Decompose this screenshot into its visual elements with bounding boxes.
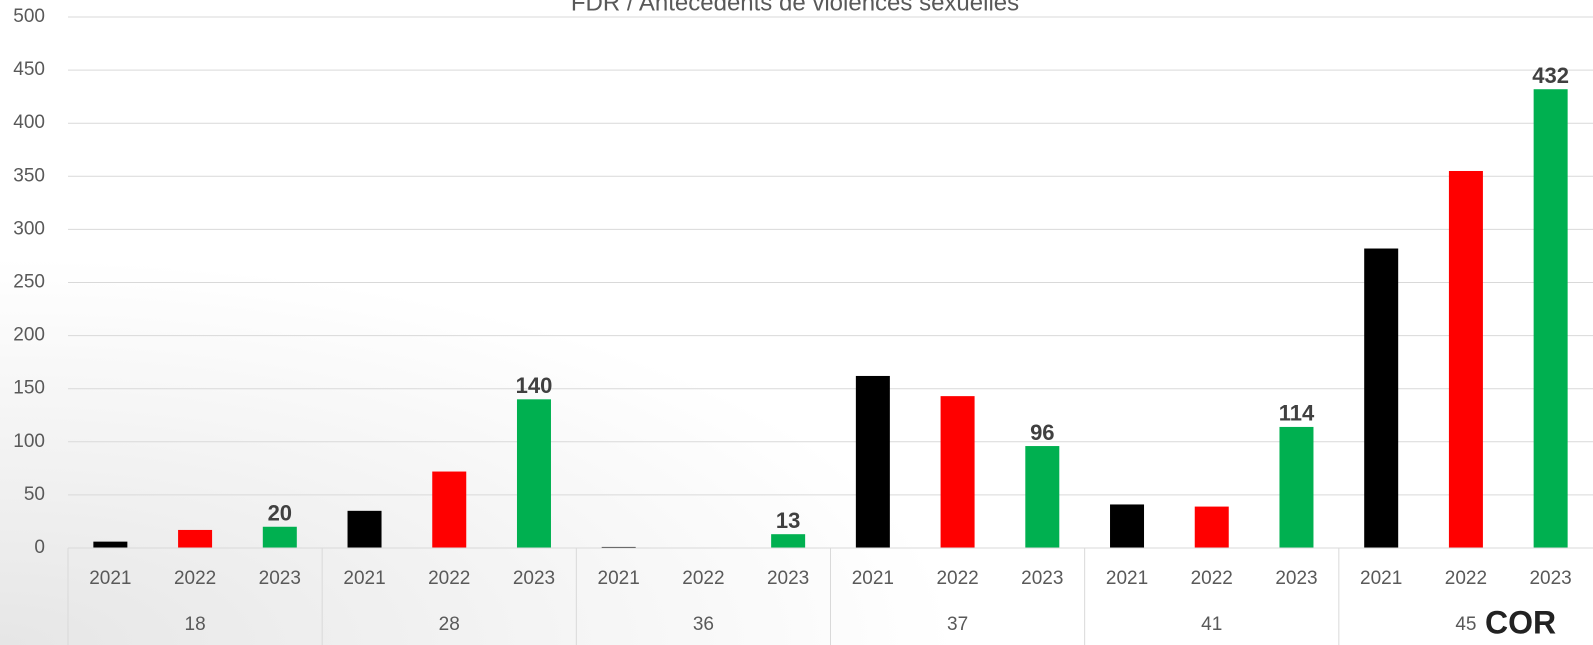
bar [432,471,467,548]
value-label: 20 [268,501,292,526]
value-label: 114 [1279,401,1315,426]
bar [1110,504,1145,548]
x-tick-label: 2021 [1106,568,1148,589]
x-tick-label: 2023 [259,568,301,589]
y-tick-label: 350 [13,165,45,186]
x-group-label: 37 [947,614,968,635]
bar [855,375,890,548]
x-tick-label: 2022 [682,568,724,589]
y-tick-label: 300 [13,218,45,239]
x-tick-label: 2023 [1529,568,1571,589]
y-tick-label: 50 [24,484,45,505]
bar [1533,89,1568,548]
y-tick-label: 200 [13,325,45,346]
y-tick-label: 450 [13,59,45,80]
bar [516,399,551,548]
x-group-label: 45 [1455,614,1476,635]
x-tick-label: 2021 [343,568,385,589]
bar [1025,446,1060,548]
x-tick-label: 2022 [1191,568,1233,589]
y-tick-label: 100 [13,431,45,452]
bar [771,534,806,548]
bar [1364,248,1399,549]
x-tick-label: 2022 [936,568,978,589]
x-tick-label: 2022 [428,568,470,589]
x-tick-label: 2021 [852,568,894,589]
y-tick-label: 150 [13,378,45,399]
bar [1194,506,1229,548]
bar [1279,426,1314,548]
watermark: COR [1485,604,1556,640]
y-tick-label: 500 [13,6,45,27]
bar [93,541,128,548]
x-tick-label: 2022 [1445,568,1487,589]
x-group-label: 41 [1201,614,1222,635]
value-label: 140 [516,373,553,398]
value-label: 96 [1030,420,1054,445]
y-tick-label: 250 [13,272,45,293]
x-tick-label: 2022 [174,568,216,589]
x-group-label: 36 [693,614,714,635]
bar [347,510,382,548]
x-tick-label: 2023 [1021,568,1063,589]
x-tick-label: 2023 [513,568,555,589]
bar [262,526,297,548]
bar [940,396,975,548]
chart-title: FDR / Antécédents de violences sexuelles [571,0,1019,16]
y-tick-label: 400 [13,112,45,133]
bar [178,529,213,548]
x-tick-label: 2021 [89,568,131,589]
bar [1448,170,1483,549]
x-tick-label: 2021 [1360,568,1402,589]
y-tick-label: 0 [34,537,45,558]
x-tick-label: 2023 [1275,568,1317,589]
x-group-label: 28 [439,614,460,635]
x-tick-label: 2023 [767,568,809,589]
value-label: 13 [776,508,800,533]
x-group-label: 18 [185,614,206,635]
bar [601,546,636,548]
value-label: 432 [1532,63,1569,88]
x-tick-label: 2021 [598,568,640,589]
